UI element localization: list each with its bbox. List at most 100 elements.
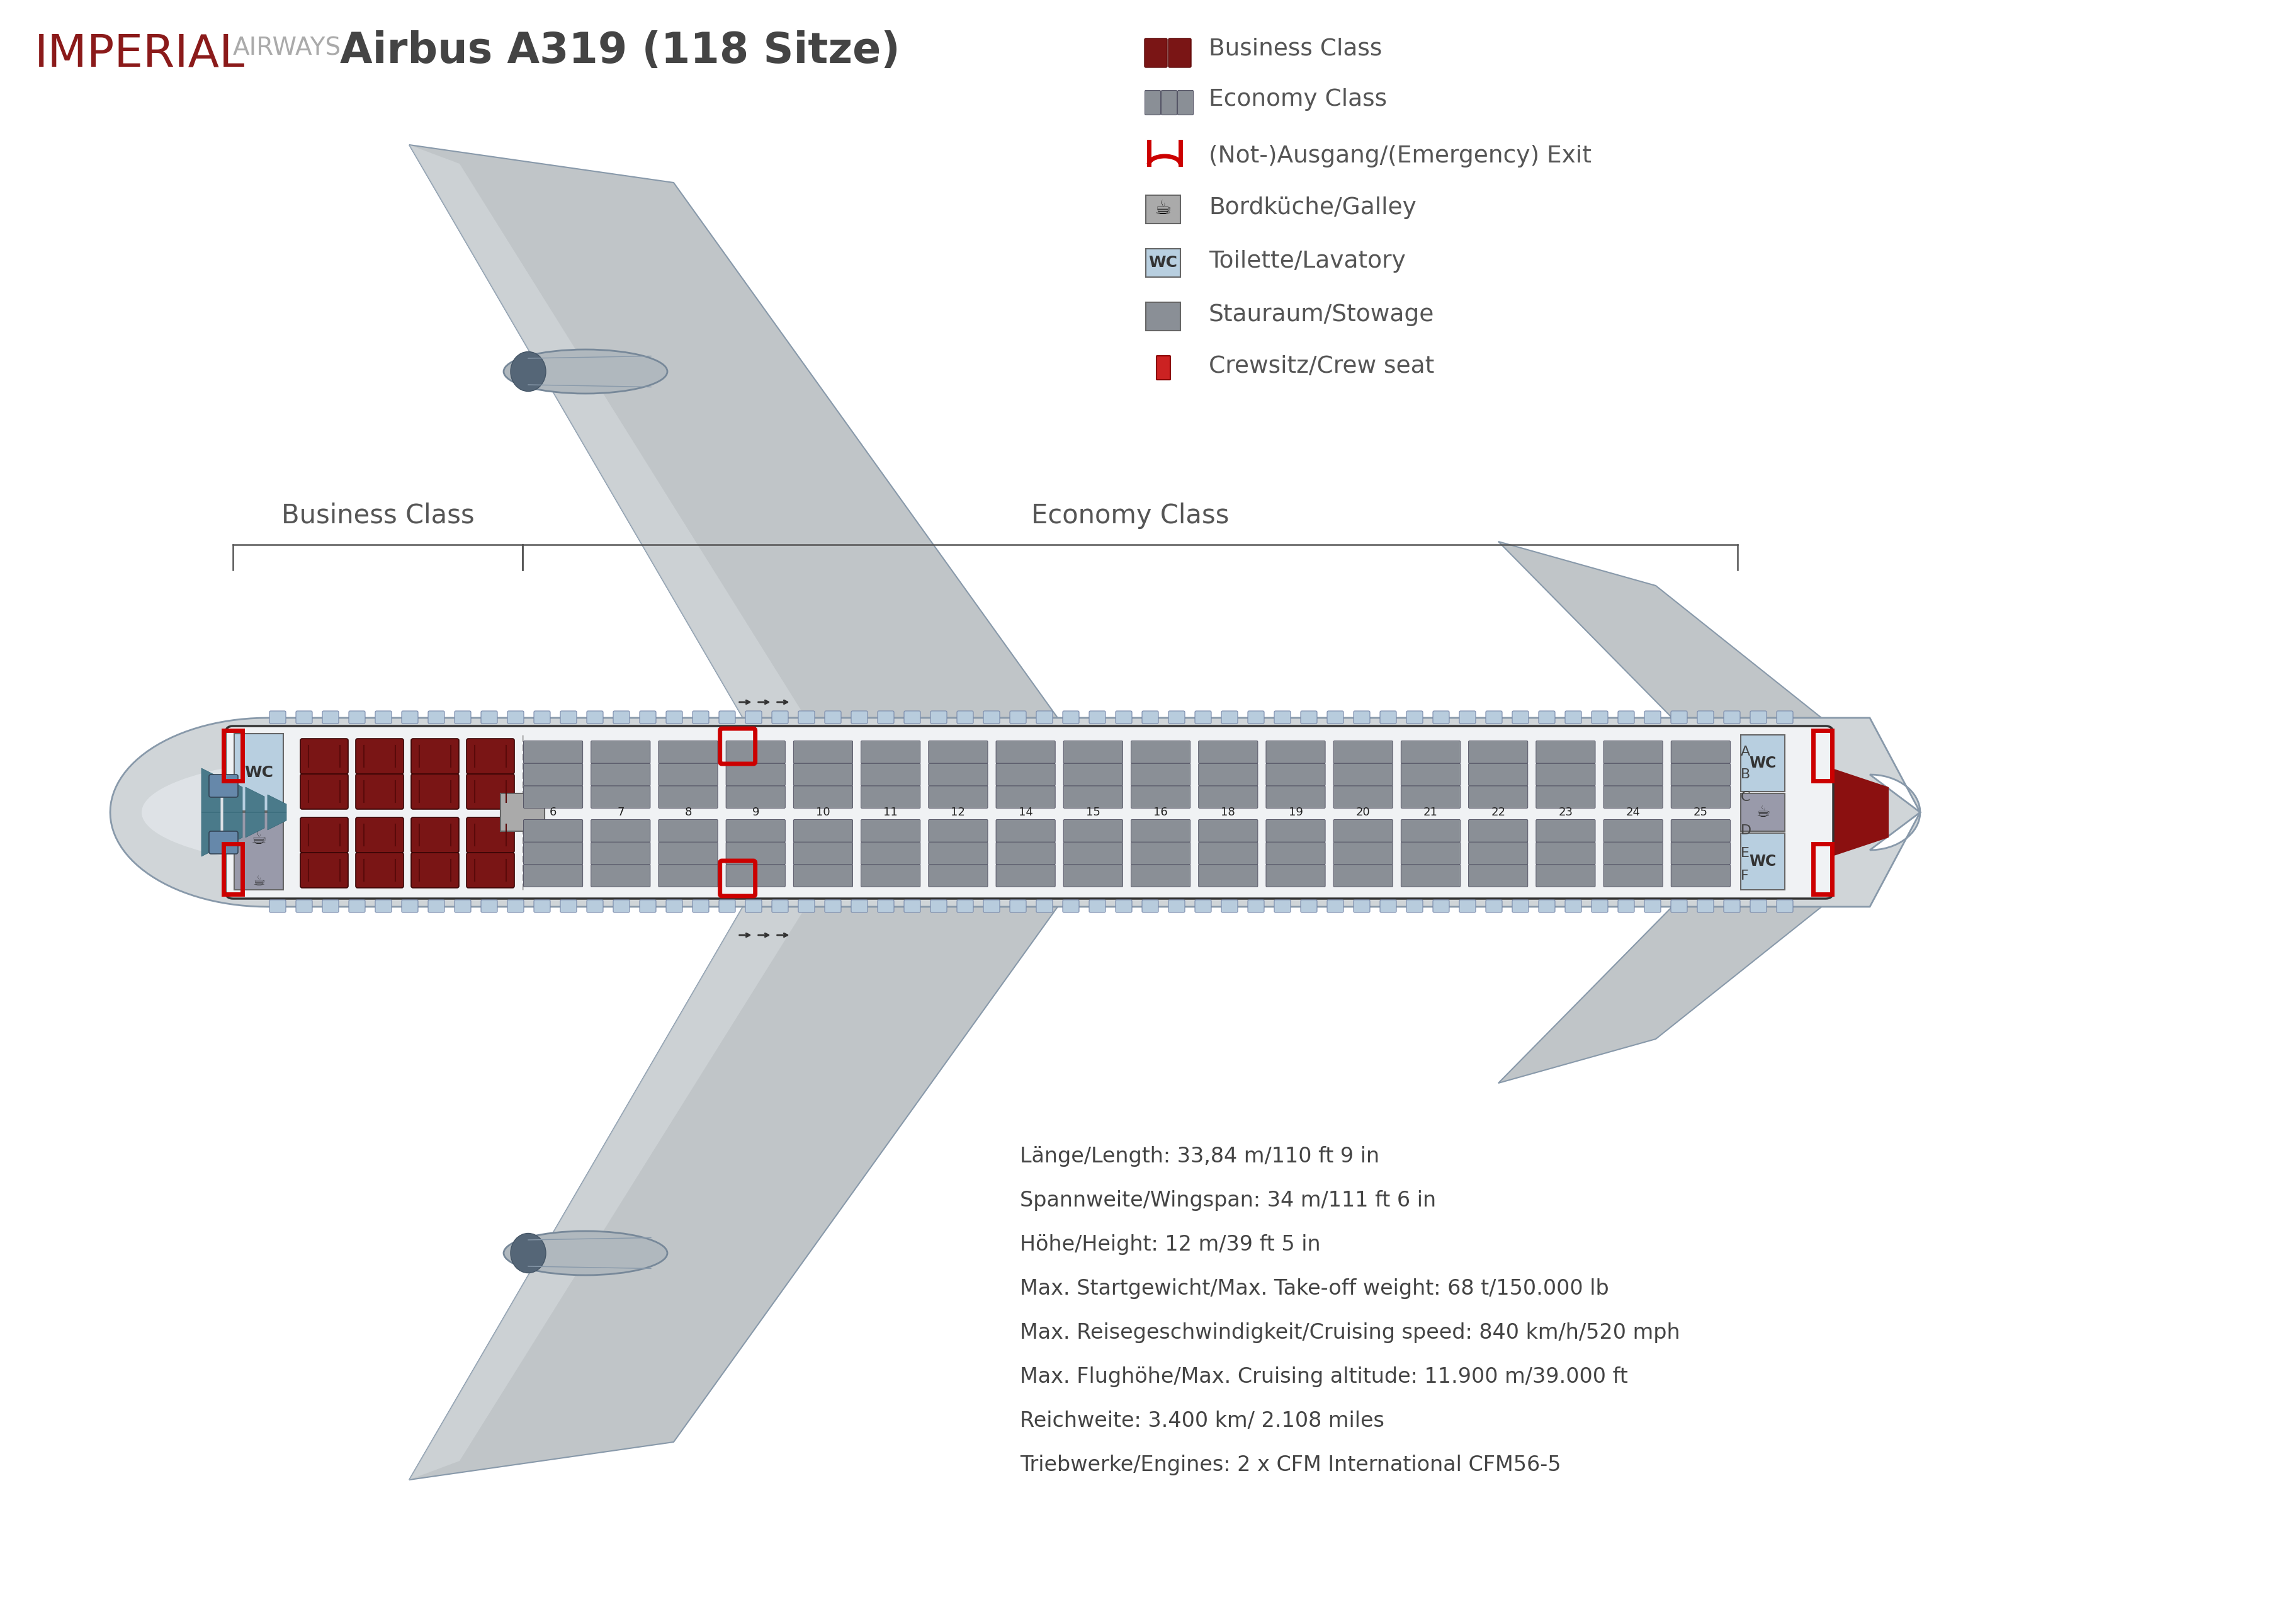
FancyBboxPatch shape [1380, 900, 1396, 913]
Text: Bordküche/Galley: Bordküche/Galley [1208, 197, 1417, 219]
FancyBboxPatch shape [1063, 711, 1079, 724]
FancyBboxPatch shape [1035, 711, 1052, 724]
FancyBboxPatch shape [861, 864, 921, 887]
FancyBboxPatch shape [1564, 900, 1582, 913]
FancyBboxPatch shape [1274, 711, 1290, 724]
FancyBboxPatch shape [1199, 763, 1258, 786]
Text: ☕: ☕ [1155, 200, 1171, 218]
FancyBboxPatch shape [726, 820, 785, 841]
FancyBboxPatch shape [590, 864, 650, 887]
FancyBboxPatch shape [693, 900, 709, 913]
FancyBboxPatch shape [1141, 711, 1157, 724]
Text: Reichweite: 3.400 km/ 2.108 miles: Reichweite: 3.400 km/ 2.108 miles [1019, 1411, 1384, 1431]
FancyBboxPatch shape [411, 775, 459, 809]
FancyBboxPatch shape [1162, 91, 1176, 115]
FancyBboxPatch shape [1697, 711, 1713, 724]
FancyBboxPatch shape [1146, 302, 1180, 331]
FancyBboxPatch shape [234, 812, 282, 890]
FancyBboxPatch shape [225, 726, 1832, 898]
FancyBboxPatch shape [356, 775, 404, 809]
Polygon shape [269, 812, 287, 830]
FancyBboxPatch shape [321, 711, 338, 724]
FancyBboxPatch shape [1035, 900, 1052, 913]
FancyBboxPatch shape [533, 711, 551, 724]
FancyBboxPatch shape [1130, 741, 1189, 763]
Text: F: F [1740, 869, 1747, 882]
Polygon shape [223, 812, 243, 848]
FancyBboxPatch shape [1603, 841, 1662, 864]
FancyBboxPatch shape [455, 900, 471, 913]
FancyBboxPatch shape [1536, 786, 1596, 809]
FancyBboxPatch shape [296, 900, 312, 913]
FancyBboxPatch shape [1433, 900, 1449, 913]
FancyBboxPatch shape [1401, 741, 1460, 763]
FancyBboxPatch shape [301, 817, 349, 853]
FancyBboxPatch shape [402, 900, 418, 913]
FancyBboxPatch shape [613, 711, 629, 724]
FancyBboxPatch shape [771, 900, 788, 913]
FancyBboxPatch shape [1616, 711, 1635, 724]
FancyBboxPatch shape [1265, 820, 1325, 841]
FancyBboxPatch shape [1740, 736, 1784, 791]
FancyBboxPatch shape [356, 853, 404, 888]
FancyBboxPatch shape [1063, 820, 1123, 841]
Text: AIRWAYS: AIRWAYS [232, 36, 342, 60]
FancyBboxPatch shape [1777, 900, 1793, 913]
Text: Airbus A319 (118 Sitze): Airbus A319 (118 Sitze) [340, 31, 900, 71]
FancyBboxPatch shape [659, 864, 719, 887]
Text: WC: WC [1750, 854, 1775, 869]
FancyBboxPatch shape [1697, 900, 1713, 913]
FancyBboxPatch shape [861, 786, 921, 809]
FancyBboxPatch shape [1130, 841, 1189, 864]
FancyBboxPatch shape [1536, 820, 1596, 841]
FancyBboxPatch shape [905, 900, 921, 913]
FancyBboxPatch shape [1088, 711, 1104, 724]
FancyBboxPatch shape [824, 711, 840, 724]
FancyBboxPatch shape [659, 786, 719, 809]
FancyBboxPatch shape [585, 711, 604, 724]
Text: 24: 24 [1626, 807, 1639, 818]
FancyBboxPatch shape [1671, 786, 1729, 809]
FancyBboxPatch shape [1352, 900, 1368, 913]
FancyBboxPatch shape [928, 786, 987, 809]
FancyBboxPatch shape [427, 900, 445, 913]
FancyBboxPatch shape [1334, 820, 1391, 841]
FancyBboxPatch shape [996, 864, 1054, 887]
FancyBboxPatch shape [1327, 900, 1343, 913]
FancyBboxPatch shape [356, 739, 404, 775]
FancyBboxPatch shape [983, 711, 999, 724]
FancyBboxPatch shape [1143, 91, 1159, 115]
Polygon shape [1497, 541, 1887, 771]
FancyBboxPatch shape [1146, 195, 1180, 224]
FancyBboxPatch shape [746, 900, 762, 913]
FancyBboxPatch shape [1116, 900, 1132, 913]
FancyBboxPatch shape [1671, 820, 1729, 841]
FancyBboxPatch shape [928, 864, 987, 887]
Text: Max. Flughöhe/Max. Cruising altitude: 11.900 m/39.000 ft: Max. Flughöhe/Max. Cruising altitude: 11… [1019, 1366, 1628, 1387]
FancyBboxPatch shape [1777, 711, 1793, 724]
FancyBboxPatch shape [1603, 820, 1662, 841]
FancyBboxPatch shape [1467, 841, 1527, 864]
FancyBboxPatch shape [1467, 786, 1527, 809]
FancyBboxPatch shape [1536, 864, 1596, 887]
FancyBboxPatch shape [1265, 786, 1325, 809]
FancyBboxPatch shape [455, 711, 471, 724]
FancyBboxPatch shape [794, 763, 852, 786]
FancyBboxPatch shape [523, 763, 583, 786]
FancyBboxPatch shape [1740, 794, 1784, 831]
Text: Max. Startgewicht/Max. Take-off weight: 68 t/150.000 lb: Max. Startgewicht/Max. Take-off weight: … [1019, 1278, 1609, 1299]
FancyBboxPatch shape [928, 820, 987, 841]
FancyBboxPatch shape [466, 775, 514, 809]
Text: 22: 22 [1490, 807, 1504, 818]
FancyBboxPatch shape [411, 739, 459, 775]
Text: 18: 18 [1221, 807, 1235, 818]
FancyBboxPatch shape [1433, 711, 1449, 724]
FancyBboxPatch shape [1671, 741, 1729, 763]
Text: Business Class: Business Class [280, 502, 475, 529]
Polygon shape [202, 812, 220, 856]
FancyBboxPatch shape [659, 741, 719, 763]
Text: 9: 9 [751, 807, 760, 818]
FancyBboxPatch shape [269, 900, 285, 913]
FancyBboxPatch shape [1088, 900, 1104, 913]
Text: Crewsitz/Crew seat: Crewsitz/Crew seat [1208, 356, 1435, 378]
